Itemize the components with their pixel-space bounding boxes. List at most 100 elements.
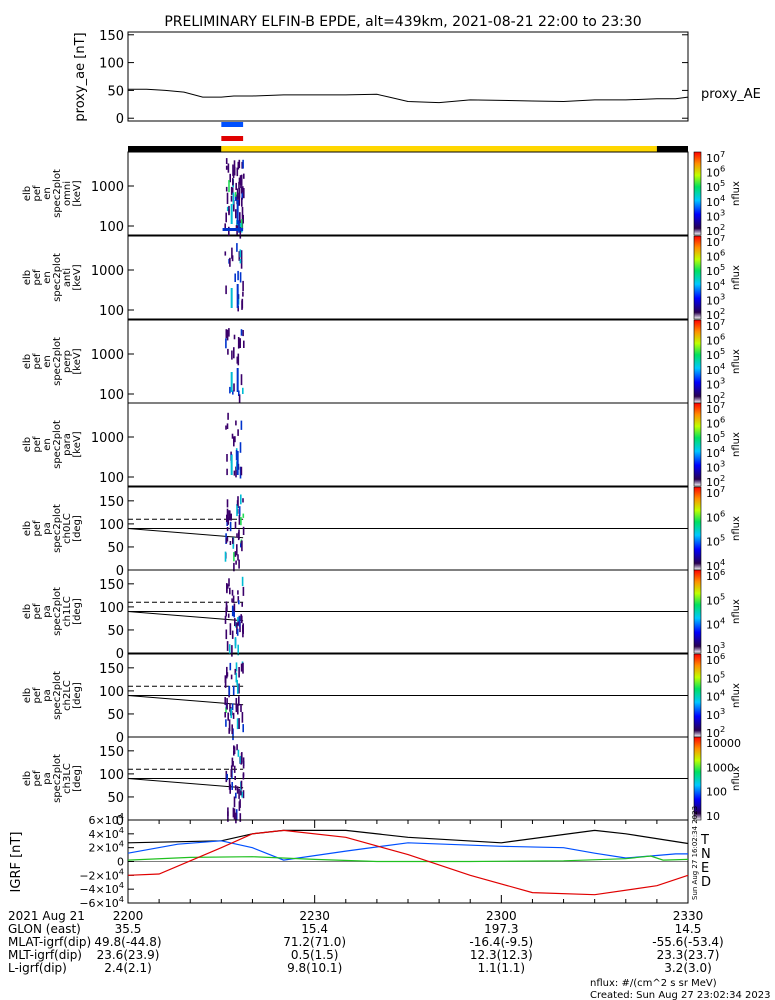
spec-panel-label-line: elb — [22, 771, 33, 786]
spec-panel-ch1LC: 150 100 50 0 elb pef pa spec2plot ch1LC [deg] 106 1… — [22, 567, 742, 662]
spec-panel-label-line: pa — [42, 605, 53, 617]
spec-data-streak — [238, 177, 241, 184]
spec-colorbar-label: nflux — [731, 265, 742, 290]
status-bar-blue — [221, 122, 244, 127]
spec-data-streak — [232, 595, 235, 603]
spec-data-streak — [226, 499, 229, 508]
spec-data-streak — [225, 719, 227, 727]
spec-data-streak — [228, 180, 230, 193]
igrf-legend-N: N — [701, 847, 711, 862]
spec-data-streak — [234, 637, 237, 649]
proxy-ae-legend: proxy_AE — [701, 87, 761, 102]
spec-data-streak — [233, 552, 235, 562]
spec-data-streak — [226, 773, 228, 781]
spec-colorbar — [693, 653, 702, 738]
igrf-legend-D: D — [701, 875, 711, 890]
time-axis-cell: 1.1(1.1) — [478, 961, 526, 975]
spec-data-streak — [240, 494, 242, 505]
igrf-line-T — [127, 829, 689, 845]
spec-colorbar-tick-label: 106 — [706, 508, 725, 524]
spec-data-streak — [233, 383, 235, 392]
spec-colorbar-tick-label: 1000 — [706, 761, 734, 774]
spec-panel-label-line: spec2plot — [52, 420, 63, 469]
status-bars — [128, 122, 688, 152]
spec-colorbar — [693, 235, 702, 320]
spec-data-streak — [238, 181, 240, 190]
spec-data-streak — [238, 506, 241, 516]
spec-panel-label-line: pef — [32, 353, 43, 370]
spec-data-streak — [229, 173, 231, 183]
spec-ytick-label: 1000 — [91, 180, 124, 195]
time-axis-cell: 2330 — [673, 909, 704, 923]
spec-data-streak — [230, 372, 233, 392]
spec-data-streak — [242, 790, 245, 799]
spec-colorbar-tick-label: 107 — [706, 317, 725, 333]
spec-panel-label-line: pef — [32, 687, 43, 704]
spec-data-streak — [241, 540, 243, 552]
spec-data-streak — [237, 353, 240, 366]
spec-data-streak — [240, 261, 243, 269]
spec-panel-ch0LC: 150 100 50 0 elb pef pa spec2plot ch0LC [deg] 107 1… — [22, 484, 742, 579]
spec-data-streak — [226, 454, 228, 462]
spec-panel-label-line: spec2plot — [52, 337, 63, 386]
spec-panel-label-line: omni — [62, 181, 73, 206]
spec-ytick-label: 0 — [116, 647, 124, 662]
spec-data-streak — [239, 466, 242, 479]
spec-data-streak — [241, 602, 243, 607]
spec-data-streak — [229, 521, 232, 532]
spec-panel-label-line: pa — [42, 522, 53, 534]
spec-data-streak — [233, 562, 235, 572]
spec-data-streak — [225, 425, 227, 430]
spec-data-streak — [225, 329, 228, 339]
time-axis-cell: 2300 — [486, 909, 517, 923]
spec-ytick-label: 1000 — [91, 348, 124, 363]
spec-data-streak — [237, 617, 239, 622]
spec-data-streak — [238, 718, 240, 729]
proxy-ae-ytick-label: 150 — [99, 29, 124, 44]
spec-colorbar-tick-label: 102 — [706, 724, 725, 740]
time-axis-cell: 9.8(10.1) — [287, 961, 342, 975]
spec-data-streak — [232, 537, 234, 544]
spec-panel-label-line: pa — [42, 772, 53, 784]
spec-data-streak — [231, 605, 234, 617]
spec-data-streak — [226, 666, 228, 679]
spec-data-streak — [242, 498, 244, 503]
spec-panel-label-line: ch1LC — [62, 596, 73, 627]
spec-data-streak — [231, 433, 234, 439]
spec-data-streak — [225, 212, 227, 223]
spec-data-streak — [233, 470, 236, 476]
spec-colorbar-tick-label: 102 — [706, 473, 725, 489]
spec-data-streak — [231, 630, 234, 639]
spec-data-streak — [230, 455, 233, 475]
spec-data-streak — [240, 753, 243, 764]
spec-colorbar — [693, 486, 702, 571]
spec-data-streak — [243, 340, 245, 348]
spec-data-streak — [226, 583, 228, 592]
spec-colorbar-tick-label: 107 — [706, 400, 725, 416]
spec-panel-label-line: pef — [32, 185, 43, 202]
spec-data-streak — [226, 514, 228, 523]
spec-colorbar-tick-label: 104 — [706, 361, 725, 377]
spec-panel-label-line: spec2plot — [52, 504, 63, 553]
spec-data-streak — [225, 707, 227, 713]
spec-colorbar-tick-label: 106 — [706, 567, 725, 583]
spec-data-streak — [239, 272, 242, 283]
spec-data-streak — [235, 182, 237, 190]
spec-data-streak — [240, 663, 243, 672]
spec-panel-frame — [127, 151, 689, 236]
spec-data-streak — [231, 645, 233, 657]
spec-data-streak — [241, 190, 243, 200]
spec-data-streak — [233, 347, 235, 359]
spec-data-streak — [240, 219, 243, 231]
spec-panel-label-line: elb — [22, 688, 33, 703]
spec-colorbar-tick-label: 105 — [706, 669, 725, 685]
spec-panel-label-line: [keV] — [72, 264, 83, 290]
spec-data-streak — [229, 587, 231, 595]
spec-colorbar-tick-label: 105 — [706, 429, 725, 445]
spec-data-streak — [237, 337, 240, 349]
igrf-ytick-label: −6×104 — [79, 894, 124, 910]
spec-data-streak — [224, 676, 227, 688]
spec-data-streak — [239, 212, 241, 223]
spec-panel-label-line: elb — [22, 521, 33, 536]
spec-colorbar-tick-label: 102 — [706, 222, 725, 238]
